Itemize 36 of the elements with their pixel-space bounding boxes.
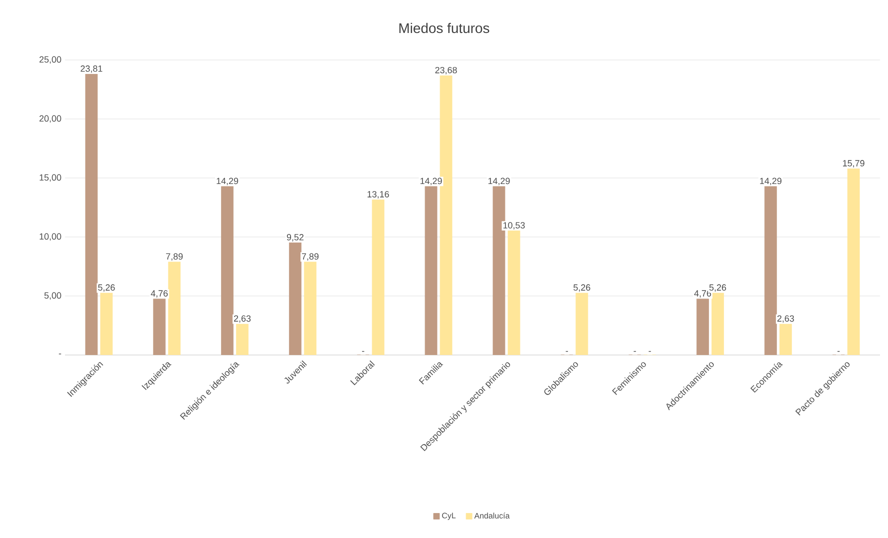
bar (372, 199, 384, 355)
data-label: 14,29 (760, 178, 782, 186)
data-label: 5,26 (98, 284, 115, 292)
data-label: 15,79 (843, 160, 864, 168)
data-label: - (566, 351, 568, 352)
y-tick-label: 10,00 (40, 233, 62, 241)
data-label: - (837, 351, 840, 352)
data-label: 7,89 (302, 253, 319, 261)
chart-title: Miedos futuros (399, 22, 490, 34)
data-label: 14,29 (420, 178, 442, 186)
data-label: - (362, 351, 364, 352)
data-label: 4,76 (150, 290, 168, 298)
y-tick-label: 25,00 (40, 56, 62, 64)
data-label: 5,26 (574, 284, 590, 292)
data-label: - (648, 351, 651, 352)
data-label: 10,53 (503, 222, 525, 230)
data-label: 13,16 (368, 191, 389, 198)
y-tick-label: 20,00 (40, 115, 62, 123)
data-label: 23,68 (435, 66, 457, 74)
bar (847, 168, 860, 355)
data-label: 9,52 (286, 234, 304, 242)
data-label: 23,81 (80, 65, 102, 73)
data-label: 2,63 (777, 315, 794, 323)
data-label: 14,29 (488, 178, 510, 186)
data-label: 2,63 (234, 315, 251, 323)
bar (576, 292, 588, 355)
data-label: 5,26 (709, 284, 726, 292)
bar (168, 262, 181, 355)
data-label: 7,89 (166, 253, 183, 261)
bar (508, 230, 520, 355)
bar (779, 324, 792, 355)
data-label: 14,29 (216, 178, 238, 186)
y-tick-label: 5,00 (44, 292, 62, 300)
y-tick-label: 15,00 (40, 174, 62, 182)
bar (304, 262, 316, 355)
data-label: - (634, 351, 636, 352)
